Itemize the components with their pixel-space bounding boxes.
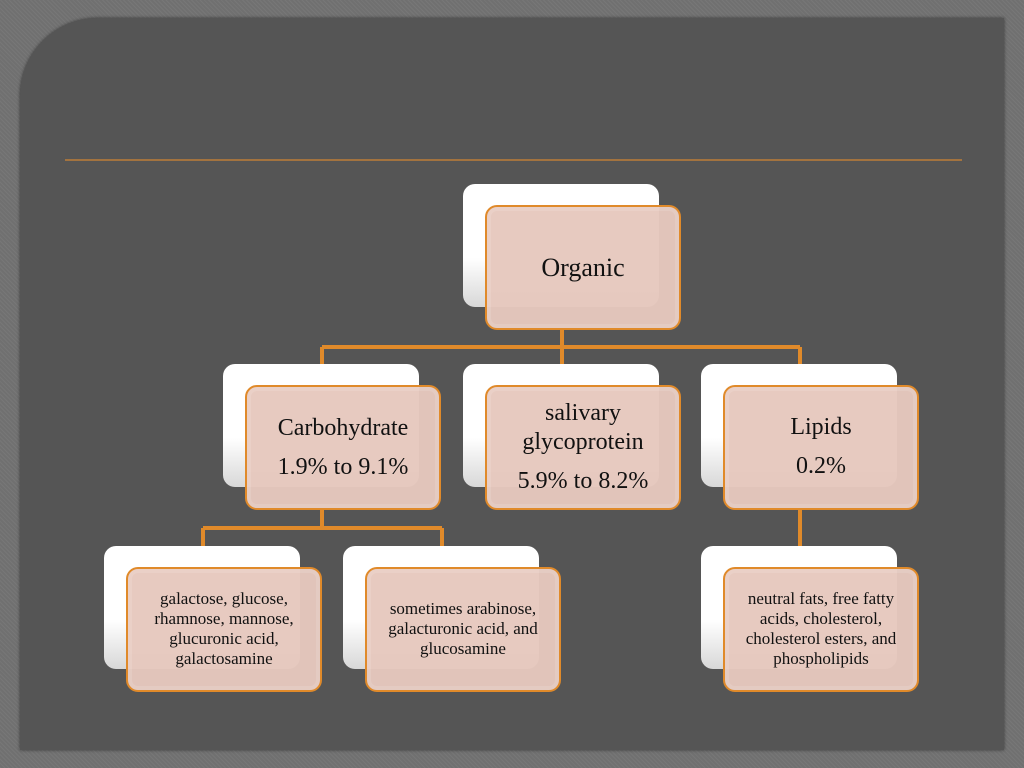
node-lipid-components: neutral fats, free fatty acids, choleste… (701, 546, 919, 692)
node-label: salivary (545, 400, 621, 426)
node-label: Lipids (790, 414, 852, 440)
title-divider (65, 159, 962, 161)
node-value: 1.9% to 9.1% (277, 453, 409, 480)
node-label: glycoprotein (522, 429, 644, 455)
node-value: 0.2% (796, 453, 846, 479)
node-salivary-glycoprotein: salivary glycoprotein 5.9% to 8.2% (463, 364, 681, 510)
connector-carbohydrate (201, 510, 444, 548)
node-carbohydrate-components: galactose, glucose, rhamnose, mannose, g… (104, 546, 322, 692)
node-label: Organic (541, 252, 625, 282)
node-carbohydrate: Carbohydrate 1.9% to 9.1% (223, 364, 441, 510)
node-text: neutral fats, free fatty acids, choleste… (745, 589, 897, 668)
node-value: 5.9% to 8.2% (517, 468, 649, 494)
node-text: galactose, glucose, rhamnose, mannose, g… (154, 589, 294, 668)
node-label: Carbohydrate (277, 414, 409, 441)
node-text: sometimes arabinose, galacturonic acid, … (388, 599, 538, 658)
node-carbohydrate-others: sometimes arabinose, galacturonic acid, … (343, 546, 561, 692)
node-lipids: Lipids 0.2% (701, 364, 919, 510)
node-organic: Organic (463, 184, 681, 330)
